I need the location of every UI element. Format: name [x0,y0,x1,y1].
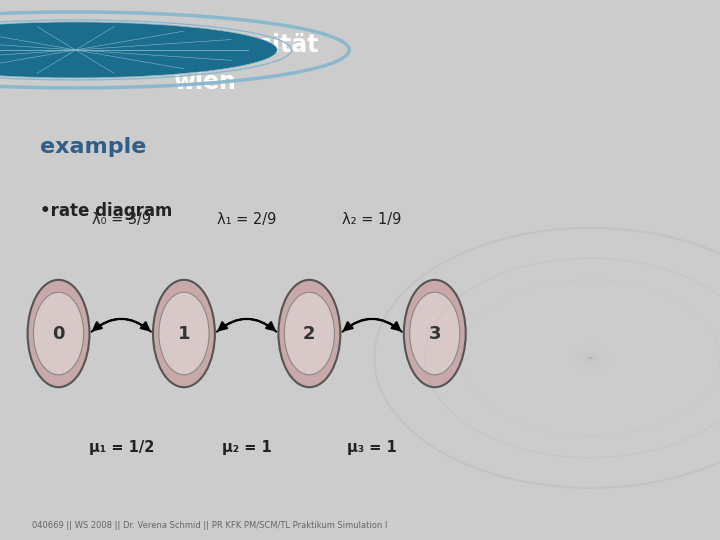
Ellipse shape [284,292,335,375]
FancyArrowPatch shape [219,319,276,332]
Text: μ₃ = 1: μ₃ = 1 [347,440,397,455]
Text: μ₁ = 1/2: μ₁ = 1/2 [89,440,154,455]
Text: wien: wien [173,70,235,94]
FancyArrowPatch shape [344,319,402,332]
Text: 3: 3 [428,325,441,342]
Ellipse shape [153,280,215,387]
Text: 040669 || WS 2008 || Dr. Verena Schmid || PR KFK PM/SCM/TL Praktikum Simulation : 040669 || WS 2008 || Dr. Verena Schmid |… [32,522,388,530]
Text: λ₂ = 1/9: λ₂ = 1/9 [343,212,402,227]
Ellipse shape [410,292,460,375]
Circle shape [0,22,277,78]
Ellipse shape [27,280,89,387]
Text: λ₁ = 2/9: λ₁ = 2/9 [217,212,276,227]
Text: 0: 0 [53,325,65,342]
Ellipse shape [33,292,84,375]
FancyArrowPatch shape [343,319,400,332]
Ellipse shape [159,292,209,375]
Text: λ₀ = 3/9: λ₀ = 3/9 [91,212,150,227]
FancyArrowPatch shape [94,319,151,332]
FancyArrowPatch shape [91,319,149,332]
Text: 2: 2 [303,325,315,342]
Text: universität: universität [173,33,318,57]
Text: •rate diagram: •rate diagram [40,202,172,220]
Text: example: example [40,137,146,157]
Ellipse shape [404,280,466,387]
Ellipse shape [279,280,341,387]
Text: μ₂ = 1: μ₂ = 1 [222,440,271,455]
FancyArrowPatch shape [217,319,274,332]
Text: 1: 1 [178,325,190,342]
